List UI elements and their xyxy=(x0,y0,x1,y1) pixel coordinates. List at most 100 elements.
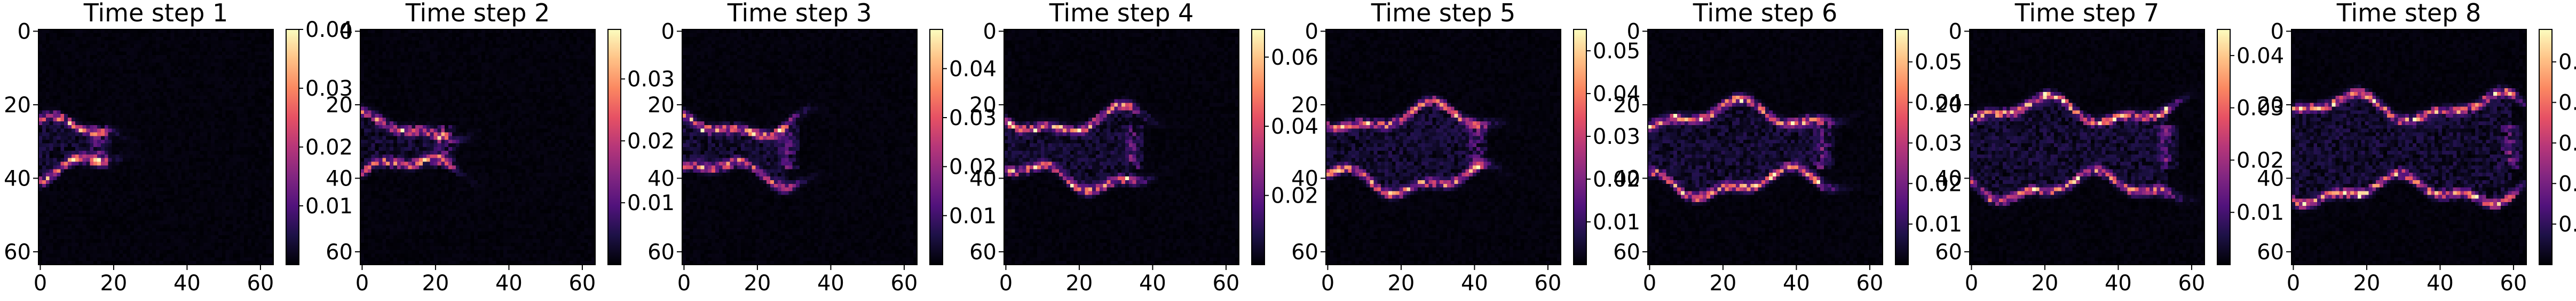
heatmap-frame xyxy=(1325,29,1561,265)
panel-title: Time step 1 xyxy=(83,0,228,27)
y-tick-label: 60 xyxy=(1613,240,1640,265)
colorbar xyxy=(286,29,299,265)
colorbar-tick-label: 0.03 xyxy=(2237,96,2284,121)
x-tick-label: 20 xyxy=(1709,271,1736,296)
colorbar-tick-label: 0.04 xyxy=(1271,114,1318,139)
x-tick-label: 20 xyxy=(1065,271,1093,296)
y-tick-label: 60 xyxy=(4,240,31,265)
colorbar-tick-label: 0.04 xyxy=(2558,91,2576,115)
y-tick-label: 20 xyxy=(2257,93,2284,118)
colorbar-tick-label: 0.01 xyxy=(1593,210,1640,235)
y-tick-label: 40 xyxy=(2257,166,2284,191)
heatmap-frame xyxy=(1969,29,2205,265)
colorbar-tick-label: 0.02 xyxy=(1593,167,1640,192)
heatmap-panel: Time step 30 20 40 6002040600.010.020.030.0… xyxy=(647,0,997,296)
x-tick-label: 0 xyxy=(1965,271,1978,296)
y-tick-label: 60 xyxy=(969,240,997,265)
x-tick-label: 60 xyxy=(1212,271,1239,296)
heatmap-cells xyxy=(1004,29,1239,265)
y-tick-label: 40 xyxy=(969,166,997,191)
y-tick-label: 60 xyxy=(647,240,675,265)
heatmap-cells xyxy=(1970,29,2205,265)
colorbar-tick-label: 0.03 xyxy=(2558,131,2576,156)
y-tick-label: 20 xyxy=(969,93,997,118)
colorbar-tick-label: 0.02 xyxy=(2237,148,2284,173)
panel-title: Time step 2 xyxy=(405,0,550,27)
x-tick-label: 0 xyxy=(999,271,1013,296)
x-tick-label: 40 xyxy=(1783,271,1810,296)
x-tick-label: 60 xyxy=(247,271,274,296)
y-tick-label: 40 xyxy=(4,166,31,191)
colorbar-tick-label: 0.05 xyxy=(1593,39,1640,64)
heatmap-frame xyxy=(682,29,918,265)
colorbar-tick-label: 0.03 xyxy=(305,76,353,101)
heatmap-cells xyxy=(2291,29,2527,265)
y-tick-label: 60 xyxy=(1291,240,1318,265)
colorbar-tick-label: 0.04 xyxy=(1593,82,1640,106)
heatmap-cells xyxy=(1648,29,1883,265)
x-tick-label: 20 xyxy=(100,271,127,296)
y-tick-label: 60 xyxy=(1935,240,1962,265)
x-tick-label: 0 xyxy=(355,271,369,296)
y-tick-label: 0 xyxy=(339,19,353,44)
x-tick-label: 0 xyxy=(1643,271,1656,296)
y-tick-label: 40 xyxy=(647,166,675,191)
x-tick-label: 40 xyxy=(495,271,523,296)
y-tick-label: 20 xyxy=(1291,93,1318,118)
heatmap-panel: Time step 70 20 40 6002040600.010.020.030.0… xyxy=(1935,0,2284,296)
heatmap-panel: Time step 8020406002040600.010.020.030.0… xyxy=(2257,0,2576,296)
y-tick-label: 0 xyxy=(1949,19,1962,44)
y-tick-label: 0 xyxy=(18,19,31,44)
x-tick-label: 60 xyxy=(568,271,596,296)
heatmap-cells xyxy=(360,29,596,265)
colorbar-tick-label: 0.03 xyxy=(949,106,997,130)
colorbar-tick-label: 0.02 xyxy=(627,129,675,153)
heatmap-frame xyxy=(1003,29,1239,265)
panel-title: Time step 6 xyxy=(1693,0,1838,27)
heatmap-panel: Time step 60 20 40 6002040600.010.020.030.0… xyxy=(1613,0,1962,296)
panel-title: Time step 8 xyxy=(2336,0,2482,27)
heatmap-cells xyxy=(38,29,274,265)
y-tick-label: 20 xyxy=(647,93,675,118)
heatmap-frame xyxy=(38,29,274,265)
y-tick-label: 0 xyxy=(1305,19,1318,44)
x-tick-label: 40 xyxy=(173,271,201,296)
x-tick-label: 20 xyxy=(744,271,771,296)
colorbar-tick-label: 0.03 xyxy=(1593,125,1640,149)
y-tick-label: 0 xyxy=(983,19,997,44)
heatmap-panel: Time step 10 20 40 6002040600.010.020.030.0… xyxy=(4,0,353,296)
panel-title: Time step 7 xyxy=(2014,0,2160,27)
colorbar-tick-label: 0.02 xyxy=(2558,172,2576,196)
x-tick-label: 20 xyxy=(1387,271,1415,296)
heatmap-cells xyxy=(1326,29,1561,265)
colorbar-tick-label: 0.06 xyxy=(1271,45,1318,70)
colorbar-tick-label: 0.04 xyxy=(1915,91,1962,115)
panel-title: Time step 3 xyxy=(727,0,872,27)
y-tick-label: 40 xyxy=(1935,166,1962,191)
colorbar xyxy=(1895,29,1909,265)
x-tick-label: 0 xyxy=(2287,271,2300,296)
heatmap-frame xyxy=(360,29,596,265)
x-tick-label: 0 xyxy=(1321,271,1334,296)
colorbar xyxy=(929,29,943,265)
colorbar-tick-label: 0.05 xyxy=(1915,50,1962,75)
x-tick-label: 40 xyxy=(2105,271,2132,296)
colorbar-tick-label: 0.01 xyxy=(305,194,353,219)
colorbar xyxy=(2539,29,2553,265)
x-tick-label: 60 xyxy=(1534,271,1561,296)
y-tick-label: 40 xyxy=(1613,166,1640,191)
y-tick-label: 60 xyxy=(326,240,353,265)
x-tick-label: 0 xyxy=(677,271,691,296)
x-tick-label: 60 xyxy=(890,271,918,296)
colorbar-tick-label: 0.04 xyxy=(2237,44,2284,68)
y-tick-label: 60 xyxy=(2257,240,2284,265)
colorbar-tick-label: 0.03 xyxy=(1915,131,1962,156)
y-tick-label: 20 xyxy=(1935,93,1962,118)
y-tick-label: 40 xyxy=(1291,166,1318,191)
x-tick-label: 20 xyxy=(2031,271,2058,296)
x-tick-label: 40 xyxy=(1139,271,1166,296)
y-tick-label: 20 xyxy=(4,93,31,118)
colorbar-tick-label: 0.04 xyxy=(305,18,353,42)
